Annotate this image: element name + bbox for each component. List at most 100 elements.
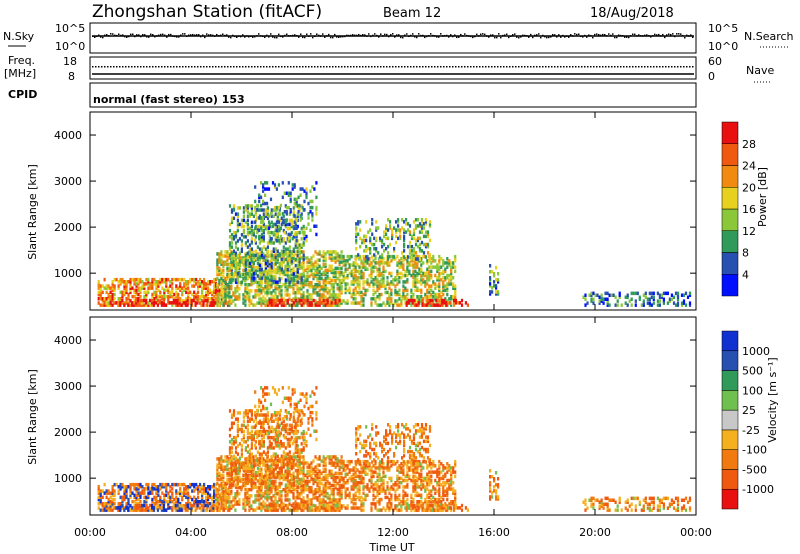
nsky-point xyxy=(436,36,438,38)
power-cell xyxy=(350,271,353,276)
nave-point xyxy=(539,66,541,68)
velocity-cell xyxy=(260,502,263,506)
velocity-cell xyxy=(296,492,299,496)
power-cell xyxy=(107,284,110,288)
power-cell xyxy=(416,261,419,265)
power-cell xyxy=(127,294,130,299)
power-cell xyxy=(258,268,261,272)
nave-point xyxy=(173,66,175,68)
power-cell xyxy=(632,291,635,296)
power-cell xyxy=(206,298,209,303)
power-cell xyxy=(304,298,307,303)
nsky-point xyxy=(190,34,192,36)
nave-point xyxy=(371,66,373,68)
power-cell xyxy=(668,299,671,303)
velocity-cell xyxy=(300,461,303,465)
power-cell xyxy=(396,303,399,307)
velocity-cell xyxy=(137,503,140,508)
power-cell xyxy=(147,286,150,290)
power-cell xyxy=(362,280,365,284)
power-cell xyxy=(244,241,247,245)
velocity-cell xyxy=(224,496,227,500)
power-cell xyxy=(405,303,408,307)
velocity-cell xyxy=(302,473,305,478)
velocity-cell xyxy=(310,502,313,506)
power-cell xyxy=(338,293,341,297)
power-cell xyxy=(340,266,343,271)
power-cell xyxy=(314,299,317,303)
velocity-cell xyxy=(111,497,114,502)
power-cell xyxy=(262,208,265,212)
power-cell xyxy=(412,292,415,297)
nave-point xyxy=(125,66,127,68)
power-cell xyxy=(403,238,406,243)
power-cell xyxy=(284,282,287,287)
power-cell xyxy=(105,297,108,301)
power-cell xyxy=(369,228,372,232)
power-cell xyxy=(244,295,247,299)
nave-point xyxy=(230,66,232,68)
power-cell xyxy=(254,212,257,216)
power-cell xyxy=(322,285,325,289)
power-cell xyxy=(218,268,221,273)
velocity-cell xyxy=(113,506,116,510)
power-cell xyxy=(203,299,206,303)
power-cell xyxy=(336,287,339,291)
power-cell xyxy=(306,274,309,279)
power-cell xyxy=(424,242,428,247)
power-cell xyxy=(306,276,309,281)
power-cell xyxy=(147,280,150,284)
power-cell xyxy=(666,291,669,296)
power-cell xyxy=(135,282,138,286)
power-cell xyxy=(430,284,433,288)
velocity-cell xyxy=(228,471,231,476)
power-cell xyxy=(270,268,273,272)
power-cell xyxy=(408,232,412,236)
power-cell xyxy=(320,295,323,299)
power-cell xyxy=(418,271,421,276)
power-cell xyxy=(296,291,299,295)
power-cell xyxy=(220,301,223,305)
velocity-cell xyxy=(175,495,178,500)
power-cell xyxy=(216,301,219,305)
power-cell xyxy=(296,276,299,281)
power-cell xyxy=(107,294,110,299)
power-cell xyxy=(368,284,371,288)
power-cell xyxy=(414,251,418,255)
power-cell xyxy=(230,241,234,245)
power-cell xyxy=(340,256,343,260)
power-cell xyxy=(497,290,500,294)
power-cell xyxy=(424,244,428,249)
velocity-cell xyxy=(286,498,289,502)
velocity-cell xyxy=(133,508,136,512)
power-cell xyxy=(324,264,327,268)
power-cell xyxy=(232,291,235,295)
velocity-cell xyxy=(230,500,233,504)
power-cell xyxy=(342,271,345,276)
power-cell xyxy=(278,285,281,289)
power-cell xyxy=(406,280,409,284)
velocity-cell xyxy=(129,489,132,493)
power-cell xyxy=(626,295,629,299)
power-cell xyxy=(169,280,172,284)
power-cell xyxy=(310,297,313,301)
power-cell xyxy=(320,297,323,301)
nave-point xyxy=(629,66,631,68)
power-cell xyxy=(203,297,206,301)
power-cell xyxy=(143,286,146,290)
power-cell xyxy=(226,282,229,287)
power-cell xyxy=(388,303,391,307)
power-cell xyxy=(448,280,451,284)
velocity-cell xyxy=(244,483,247,488)
power-cell xyxy=(209,301,212,305)
power-cell xyxy=(302,303,305,307)
power-cell xyxy=(155,294,158,299)
power-cell xyxy=(411,298,414,303)
velocity-cell xyxy=(169,489,172,493)
velocity-cell xyxy=(155,487,158,491)
power-cell xyxy=(278,287,281,291)
power-cell xyxy=(624,295,627,299)
nave-point xyxy=(359,66,361,68)
power-cell xyxy=(276,253,279,258)
